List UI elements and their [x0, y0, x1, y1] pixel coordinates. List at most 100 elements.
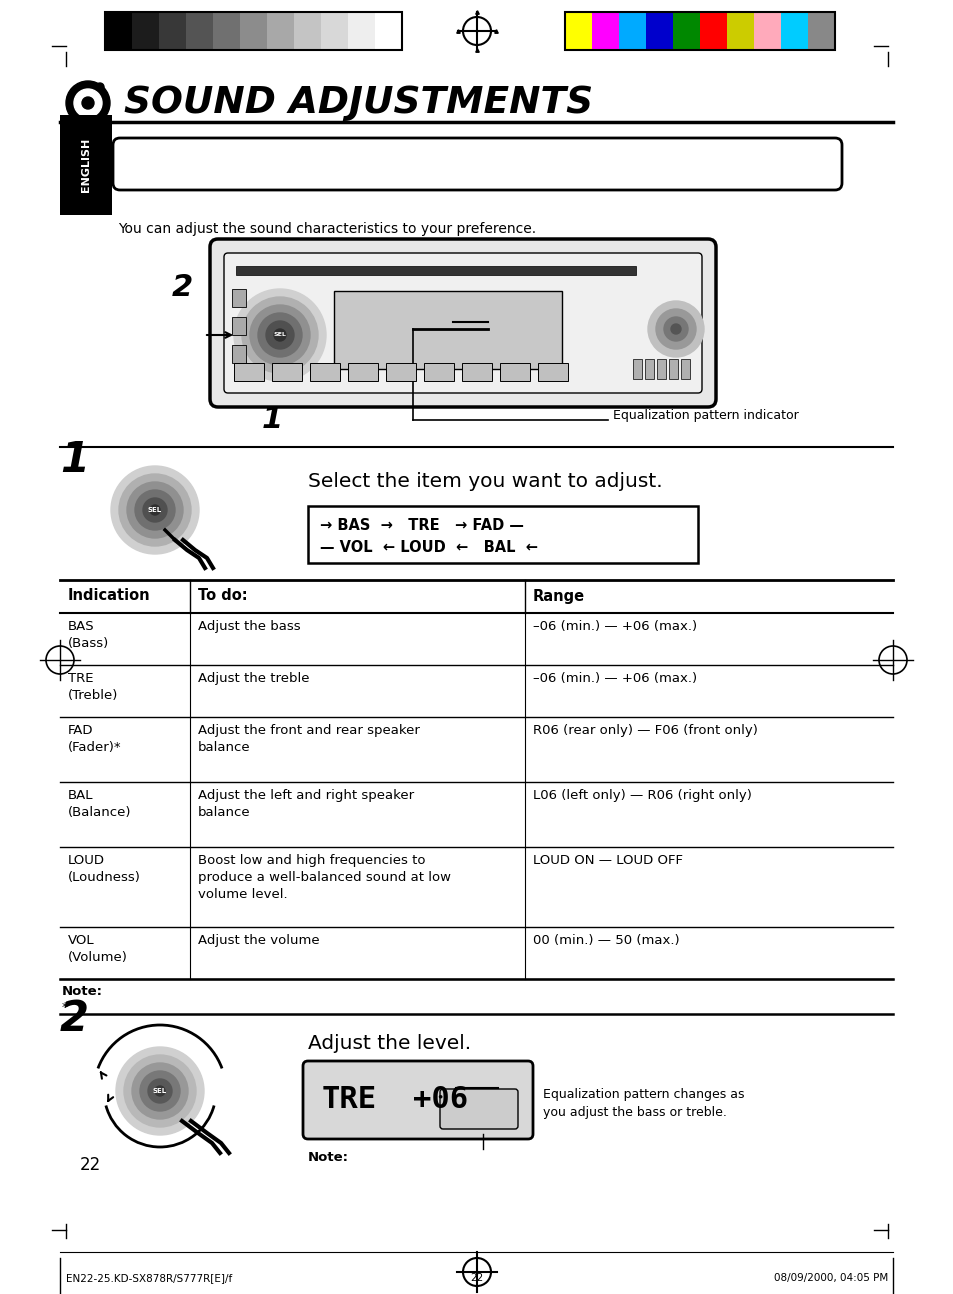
Circle shape — [119, 474, 191, 546]
Text: Range: Range — [533, 589, 584, 603]
Text: Adjust the left and right speaker
balance: Adjust the left and right speaker balanc… — [198, 789, 414, 819]
Bar — [386, 364, 416, 380]
Text: You can adjust the sound characteristics to your preference.: You can adjust the sound characteristics… — [118, 223, 536, 236]
Text: TRE: TRE — [322, 1086, 376, 1114]
Text: Select the item you want to adjust.: Select the item you want to adjust. — [308, 472, 662, 490]
Circle shape — [257, 313, 302, 357]
Bar — [240, 12, 267, 50]
Circle shape — [124, 1055, 195, 1127]
Bar — [618, 12, 645, 50]
Circle shape — [266, 321, 294, 349]
Circle shape — [74, 89, 102, 116]
Bar — [633, 358, 641, 379]
Bar — [97, 88, 103, 91]
Text: Boost low and high frequencies to
produce a well-balanced sound at low
volume le: Boost low and high frequencies to produc… — [198, 854, 451, 901]
Text: Note:: Note: — [308, 1150, 349, 1165]
Bar — [781, 12, 807, 50]
Text: 22: 22 — [470, 1273, 483, 1282]
Circle shape — [111, 466, 199, 554]
Text: BAL
(Balance): BAL (Balance) — [68, 789, 132, 819]
Circle shape — [670, 324, 680, 334]
Bar — [753, 12, 781, 50]
Bar — [232, 345, 246, 364]
Text: VOL
(Volume): VOL (Volume) — [68, 934, 128, 964]
Text: LOUD
(Loudness): LOUD (Loudness) — [68, 854, 141, 884]
Text: Adjust the treble: Adjust the treble — [198, 672, 309, 685]
Circle shape — [274, 329, 286, 342]
Bar — [564, 12, 592, 50]
Bar — [657, 358, 665, 379]
Text: Equalization pattern indicator: Equalization pattern indicator — [613, 409, 798, 423]
Bar — [461, 364, 492, 380]
FancyBboxPatch shape — [112, 138, 841, 190]
FancyBboxPatch shape — [303, 1061, 533, 1139]
Circle shape — [82, 97, 94, 109]
Bar — [564, 12, 834, 50]
Bar — [272, 364, 302, 380]
Text: 00 (min.) — 50 (max.): 00 (min.) — 50 (max.) — [533, 934, 679, 947]
Text: 1: 1 — [60, 439, 89, 481]
Text: → BAS  →   TRE   → FAD —: → BAS → TRE → FAD — — [319, 519, 523, 533]
Bar — [105, 12, 401, 50]
Text: BAS
(Bass): BAS (Bass) — [68, 620, 110, 650]
Text: ENGLISH: ENGLISH — [81, 138, 91, 192]
Circle shape — [656, 309, 696, 349]
Circle shape — [233, 289, 326, 380]
Text: SEL: SEL — [152, 1088, 167, 1093]
Bar — [308, 506, 698, 563]
Text: Indication: Indication — [68, 589, 151, 603]
Text: 2: 2 — [172, 273, 193, 302]
Bar — [672, 12, 700, 50]
Circle shape — [132, 1062, 188, 1119]
Text: 08/09/2000, 04:05 PM: 08/09/2000, 04:05 PM — [773, 1273, 887, 1282]
FancyBboxPatch shape — [224, 254, 701, 393]
Circle shape — [116, 1047, 204, 1135]
Bar — [267, 12, 294, 50]
Circle shape — [250, 305, 310, 365]
Bar — [700, 12, 726, 50]
Bar — [320, 12, 348, 50]
Bar — [348, 364, 377, 380]
Bar — [423, 364, 454, 380]
Bar — [680, 358, 689, 379]
Bar — [233, 364, 264, 380]
Text: LOUD ON — LOUD OFF: LOUD ON — LOUD OFF — [533, 854, 682, 867]
Bar — [105, 12, 132, 50]
Bar — [375, 12, 401, 50]
Text: R06 (rear only) — F06 (front only): R06 (rear only) — F06 (front only) — [533, 725, 757, 738]
Text: –06 (min.) — +06 (max.): –06 (min.) — +06 (max.) — [533, 620, 697, 633]
Text: To do:: To do: — [198, 589, 248, 603]
Circle shape — [242, 298, 317, 373]
Bar — [186, 12, 213, 50]
Text: 1: 1 — [262, 405, 283, 433]
Circle shape — [140, 1071, 180, 1112]
Text: Adjust the front and rear speaker
balance: Adjust the front and rear speaker balanc… — [198, 725, 419, 754]
Bar — [60, 115, 112, 215]
Text: L06 (left only) — R06 (right only): L06 (left only) — R06 (right only) — [533, 789, 751, 802]
Bar — [159, 12, 186, 50]
Circle shape — [148, 1079, 172, 1102]
Text: FAD
(Fader)*: FAD (Fader)* — [68, 725, 121, 754]
Bar — [235, 267, 636, 276]
Text: SOUND ADJUSTMENTS: SOUND ADJUSTMENTS — [124, 85, 593, 122]
Bar — [232, 317, 246, 335]
Bar — [499, 364, 530, 380]
Text: +06: +06 — [413, 1086, 468, 1114]
Circle shape — [143, 498, 167, 521]
Bar — [132, 12, 159, 50]
Circle shape — [154, 1086, 165, 1096]
Circle shape — [127, 481, 183, 538]
Circle shape — [647, 302, 703, 357]
Text: Equalization pattern changes as
you adjust the bass or treble.: Equalization pattern changes as you adju… — [542, 1088, 743, 1119]
Bar — [668, 358, 678, 379]
Bar — [334, 291, 561, 369]
Bar — [807, 12, 834, 50]
Circle shape — [96, 83, 104, 91]
Bar — [645, 12, 672, 50]
Text: Adjust the volume: Adjust the volume — [198, 934, 319, 947]
Circle shape — [66, 82, 110, 126]
Text: Adjust the bass: Adjust the bass — [198, 620, 300, 633]
Bar — [213, 12, 240, 50]
Bar — [294, 12, 320, 50]
FancyBboxPatch shape — [439, 1090, 517, 1128]
